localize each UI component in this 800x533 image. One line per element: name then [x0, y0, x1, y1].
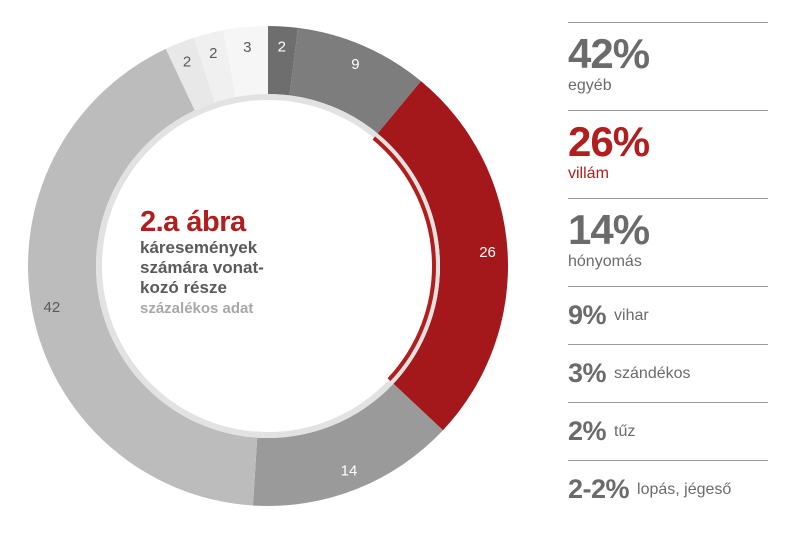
donut-slice-7	[223, 26, 268, 98]
legend-pct: 2-2%	[568, 474, 630, 504]
legend-label: egyéb	[568, 77, 612, 94]
legend-label: hónyomás	[568, 253, 642, 270]
legend-item-honyomas: 14% hónyomás	[568, 198, 768, 286]
slice-label-5: 2	[183, 53, 191, 70]
legend-pct: 2%	[568, 416, 607, 446]
legend-pct: 42%	[568, 30, 650, 77]
legend-label: szándékos	[614, 364, 691, 382]
chart-note: százalékos adat	[140, 300, 254, 317]
donut-slice-4	[27, 48, 258, 506]
legend-pct: 14%	[568, 206, 650, 253]
legend-item-lopas-jegeso: 2-2% lopás, jégeső	[568, 460, 768, 518]
slice-label-6: 2	[209, 45, 217, 62]
legend-pct: 9%	[568, 300, 607, 330]
donut-slice-5	[165, 37, 215, 111]
legend: 42% egyéb 26% villám 14% hónyomás 9% vih…	[568, 22, 768, 518]
legend-item-egyeb: 42% egyéb	[568, 22, 768, 110]
slice-label-2: 26	[479, 244, 496, 261]
legend-label: tűz	[614, 422, 636, 440]
slice-label-3: 14	[341, 463, 358, 480]
slice-label-7: 3	[243, 39, 251, 56]
accent-inner-arc	[372, 136, 436, 382]
donut-chart: 2 9 26 14 42 2 2 3 2.a ábra káresemények számár…	[27, 26, 509, 506]
legend-pct: 26%	[568, 118, 650, 165]
legend-label: villám	[568, 165, 609, 182]
donut-slice-6	[193, 30, 236, 103]
donut-slice-1	[289, 27, 421, 134]
slice-label-0: 2	[278, 38, 286, 55]
legend-pct: 3%	[568, 358, 607, 388]
slice-label-4: 42	[44, 299, 61, 316]
legend-item-tuz: 2% tűz	[568, 402, 768, 460]
donut-slice-0	[268, 26, 299, 96]
donut-inner-ring	[96, 94, 440, 438]
legend-item-szandekos: 3% szándékos	[568, 344, 768, 402]
legend-item-villam: 26% villám	[568, 110, 768, 198]
donut-slice-2	[377, 81, 509, 431]
donut-svg: 2 9 26 14 42 2 2 3	[27, 26, 509, 506]
legend-item-vihar: 9% vihar	[568, 286, 768, 344]
legend-label: vihar	[614, 306, 649, 324]
chart-subtitle-line-1: káresemények	[140, 238, 258, 257]
slice-label-1: 9	[351, 56, 359, 73]
chart-subtitle-line-3: kozó része	[140, 278, 227, 297]
chart-subtitle-line-2: számára vonat-	[140, 258, 264, 277]
donut-slice-3	[252, 383, 443, 506]
chart-title: 2.a ábra	[140, 206, 246, 238]
legend-label: lopás, jégeső	[637, 480, 732, 498]
chart-center-text: 2.a ábra káresemények számára vonat- koz…	[140, 206, 340, 320]
